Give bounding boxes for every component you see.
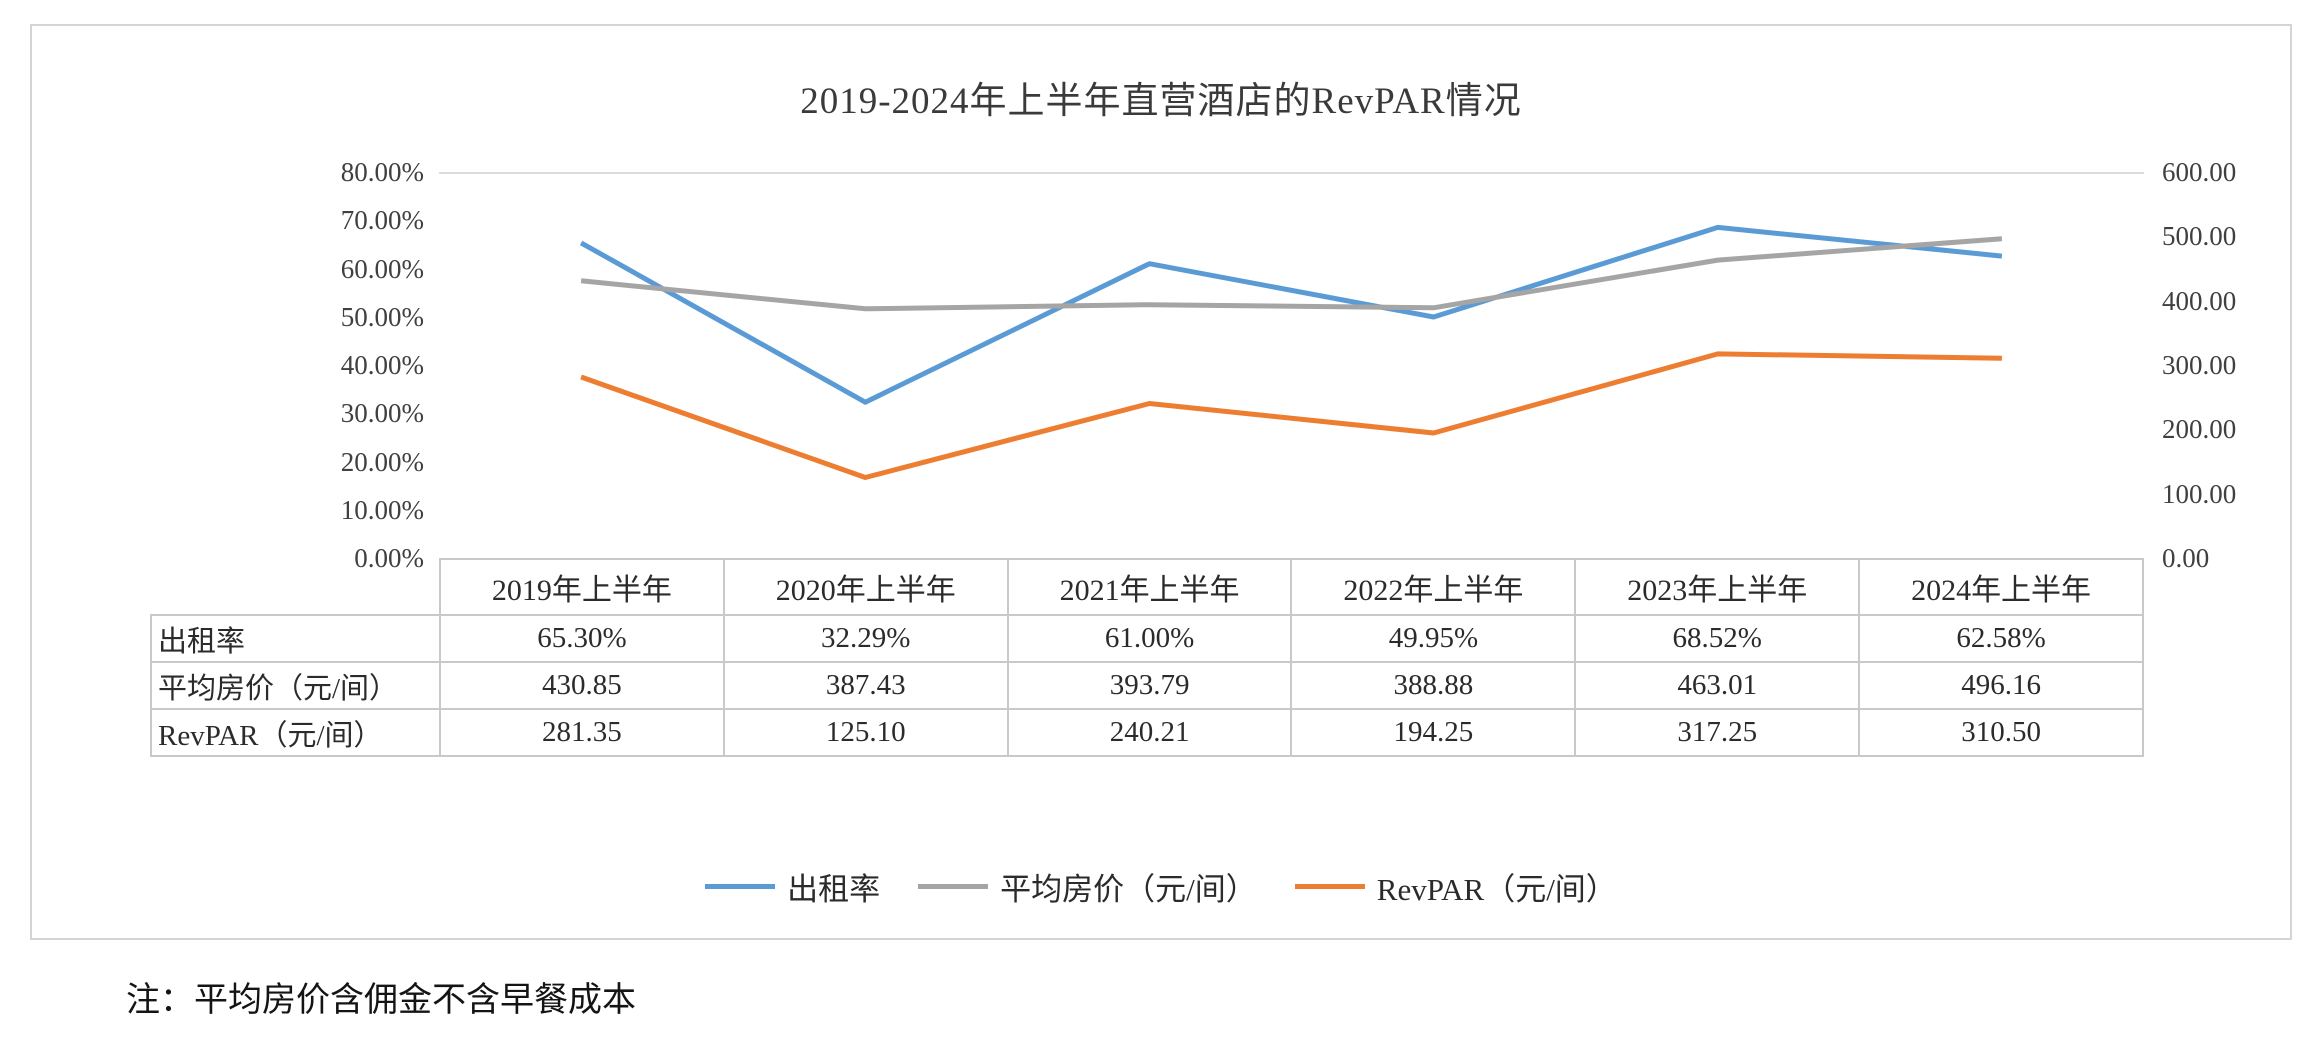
table-header-cell: 2020年上半年 xyxy=(722,558,1009,616)
table-row-label: 出租率 xyxy=(150,614,441,663)
left-axis-tick: 10.00% xyxy=(340,494,424,525)
table-cell: 281.35 xyxy=(439,708,725,757)
left-axis-tick: 70.00% xyxy=(340,205,424,236)
table-cell: 125.10 xyxy=(722,708,1009,757)
table-header-cell: 2024年上半年 xyxy=(1858,558,2144,616)
table-cell: 240.21 xyxy=(1006,708,1293,757)
right-axis-tick: 200.00 xyxy=(2162,414,2237,445)
table-cell: 317.25 xyxy=(1574,708,1861,757)
table-cell: 310.50 xyxy=(1858,708,2144,757)
series-line-2 xyxy=(580,351,2002,480)
table-header-cell: 2022年上半年 xyxy=(1290,558,1577,616)
legend-label: 出租率 xyxy=(787,872,881,907)
plot-top-gridline xyxy=(439,172,2144,174)
legend-item: 出租率 xyxy=(705,864,880,909)
table-header-cell: 2019年上半年 xyxy=(439,558,725,616)
table-cell: 194.25 xyxy=(1290,708,1577,757)
table-cell: 463.01 xyxy=(1574,661,1861,710)
chart-frame: 2019-2024年上半年直营酒店的RevPAR情况 2019年上半年 2020年… xyxy=(30,24,2292,940)
right-axis-tick: 300.00 xyxy=(2162,350,2237,380)
right-axis-tick: 500.00 xyxy=(2162,221,2237,252)
table-cell: 49.95% xyxy=(1290,614,1577,663)
table-row: 平均房价（元/间） 430.85 387.43 393.79 388.88 463.01 4… xyxy=(150,661,2144,710)
table-header-cell: 2023年上半年 xyxy=(1574,558,1861,616)
legend-line-icon xyxy=(918,884,989,889)
plot-area xyxy=(579,224,2003,480)
footnote: 注：平均房价含佣金不含早餐成本 xyxy=(126,982,636,1019)
chart-legend: 出租率 平均房价（元/间） RevPAR（元/间） xyxy=(32,864,2290,909)
left-axis-tick: 20.00% xyxy=(340,446,424,477)
table-row-label: 平均房价（元/间） xyxy=(150,661,441,710)
left-axis-tick: 60.00% xyxy=(340,253,424,284)
chart-title: 2019-2024年上半年直营酒店的RevPAR情况 xyxy=(800,81,1522,122)
legend-label: RevPAR（元/间） xyxy=(1376,872,1617,907)
table-cell: 65.30% xyxy=(439,614,725,663)
table-cell: 496.16 xyxy=(1858,661,2144,710)
series-line-1 xyxy=(580,236,2003,312)
table-row: 出租率 65.30% 32.29% 61.00% 49.95% 68.52% 62.58% xyxy=(150,614,2144,663)
legend-line-icon xyxy=(705,884,776,889)
chart-data-table: 2019年上半年 2020年上半年 2021年上半年 2022年上半年 2023年上半年… xyxy=(150,558,2144,757)
table-row: RevPAR（元/间） 281.35 125.10 240.21 194.25 317.2… xyxy=(150,708,2144,757)
table-row-label: RevPAR（元/间） xyxy=(150,708,441,757)
table-cell: 430.85 xyxy=(439,661,725,710)
table-cell: 388.88 xyxy=(1290,661,1577,710)
right-axis-tick: 100.00 xyxy=(2162,478,2237,509)
right-axis-tick: 400.00 xyxy=(2162,285,2237,316)
table-cell: 393.79 xyxy=(1006,661,1293,710)
legend-label: 平均房价（元/间） xyxy=(1000,872,1257,907)
right-axis-tick: 600.00 xyxy=(2162,157,2237,187)
left-axis-tick: 40.00% xyxy=(340,350,424,380)
left-axis-tick: 0.00% xyxy=(354,543,424,573)
right-axis-tick: 0.00 xyxy=(2162,543,2210,573)
table-cell: 387.43 xyxy=(722,661,1009,710)
legend-item: RevPAR（元/间） xyxy=(1294,864,1617,909)
series-line-0 xyxy=(579,224,2003,405)
left-axis-tick: 30.00% xyxy=(340,398,424,429)
table-cell: 61.00% xyxy=(1006,614,1293,663)
left-axis-tick: 80.00% xyxy=(340,157,424,187)
table-cell: 32.29% xyxy=(722,614,1009,663)
left-axis-tick: 50.00% xyxy=(340,301,424,332)
legend-item: 平均房价（元/间） xyxy=(918,864,1257,909)
table-header-cell: 2021年上半年 xyxy=(1006,558,1293,616)
table-cell: 68.52% xyxy=(1574,614,1861,663)
legend-line-icon xyxy=(1294,884,1365,889)
table-cell: 62.58% xyxy=(1858,614,2144,663)
